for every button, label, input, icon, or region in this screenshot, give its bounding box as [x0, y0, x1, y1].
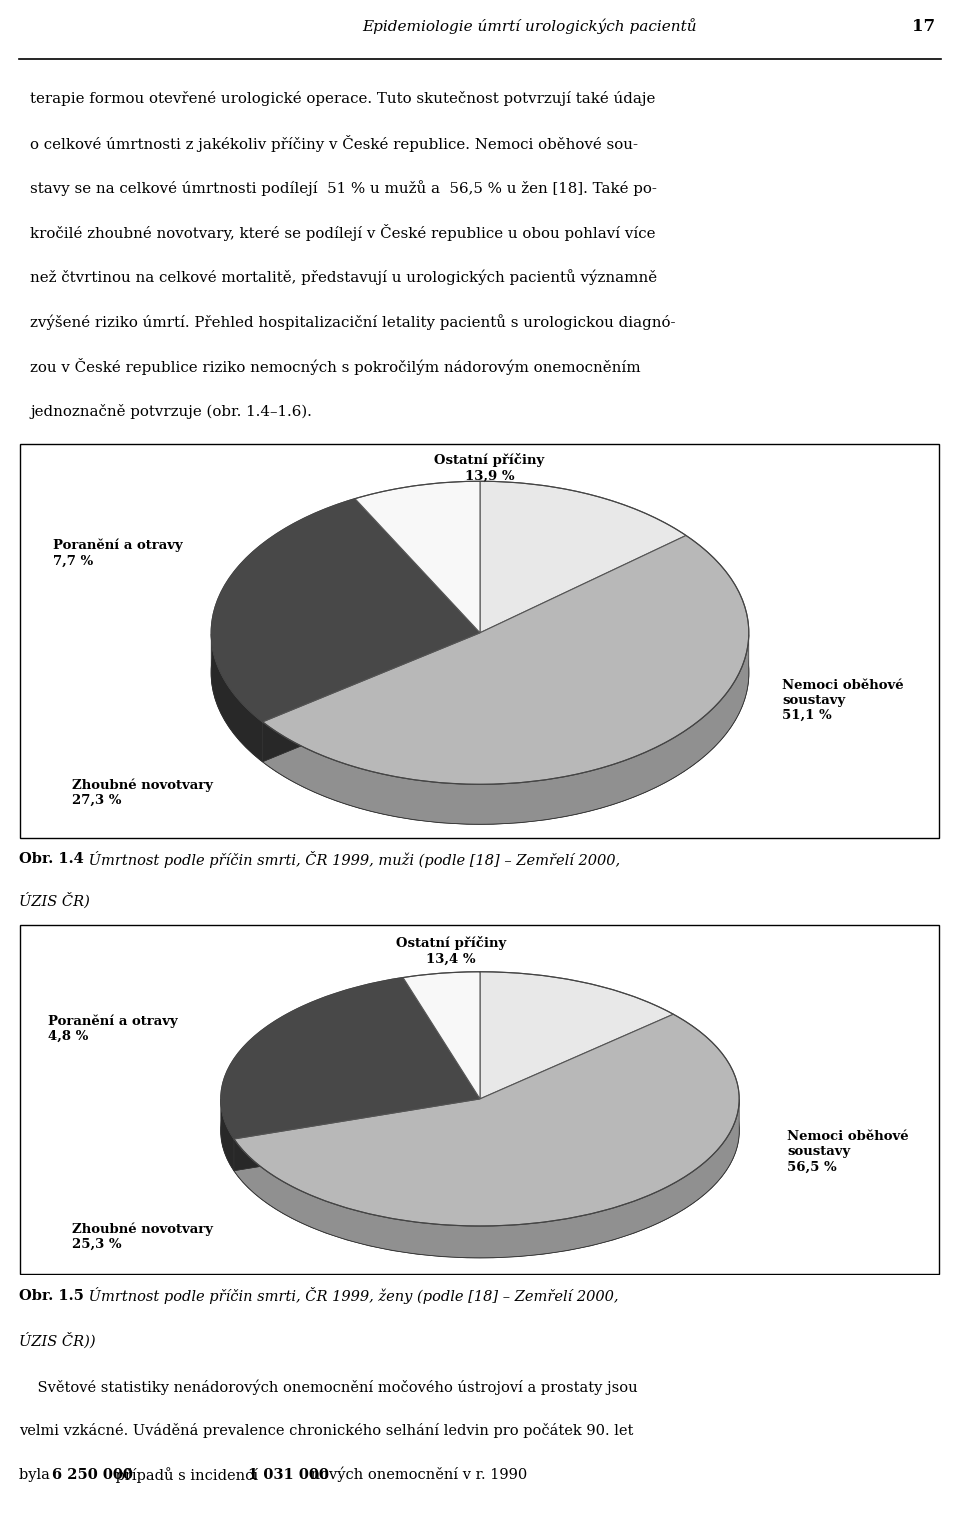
- Polygon shape: [262, 635, 749, 825]
- Polygon shape: [480, 971, 673, 1099]
- Text: Ostatní příčiny
13,9 %: Ostatní příčiny 13,9 %: [435, 454, 544, 482]
- Text: Úmrtnost podle příčin smrti, ČR 1999, ženy (podle [18] – Zemřelí 2000,: Úmrtnost podle příčin smrti, ČR 1999, že…: [84, 1288, 619, 1304]
- Text: velmi vzkácné. Uváděná prevalence chronického selhání ledvin pro počátek 90. let: velmi vzkácné. Uváděná prevalence chroni…: [19, 1423, 634, 1438]
- Text: o celkové úmrtnosti z jakékoliv příčiny v České republice. Nemoci oběhové sou-: o celkové úmrtnosti z jakékoliv příčiny …: [30, 134, 638, 152]
- Text: Poranění a otravy
4,8 %: Poranění a otravy 4,8 %: [48, 1014, 178, 1043]
- Polygon shape: [221, 977, 480, 1138]
- Text: než čtvrtinou na celkové mortalitě, představují u urologických pacientů významně: než čtvrtinou na celkové mortalitě, před…: [30, 269, 658, 285]
- Text: Poranění a otravy
7,7 %: Poranění a otravy 7,7 %: [53, 539, 182, 568]
- Text: Úmrtnost podle příčin smrti, ČR 1999, muži (podle [18] – Zemřelí 2000,: Úmrtnost podle příčin smrti, ČR 1999, mu…: [84, 851, 620, 868]
- Text: Zhoubné novotvary
25,3 %: Zhoubné novotvary 25,3 %: [72, 1222, 213, 1251]
- Text: nových onemocnění v r. 1990: nových onemocnění v r. 1990: [306, 1467, 528, 1482]
- Polygon shape: [262, 536, 749, 784]
- Ellipse shape: [211, 521, 749, 825]
- Text: Nemoci oběhové
soustavy
56,5 %: Nemoci oběhové soustavy 56,5 %: [787, 1131, 909, 1173]
- Polygon shape: [355, 481, 480, 633]
- Polygon shape: [234, 1099, 480, 1170]
- Text: Nemoci oběhové
soustavy
51,1 %: Nemoci oběhové soustavy 51,1 %: [782, 679, 904, 721]
- Text: zou v České republice riziko nemocných s pokročilým nádorovým onemocněním: zou v České republice riziko nemocných s…: [30, 358, 640, 376]
- Text: Ostatní příčiny
13,4 %: Ostatní příčiny 13,4 %: [396, 936, 506, 965]
- Text: Světové statistiky nenádorových onemocnění močového ústrojoví a prostaty jsou: Světové statistiky nenádorových onemocně…: [19, 1379, 637, 1394]
- Text: ÚZIS ČR): ÚZIS ČR): [19, 892, 90, 909]
- Text: Obr. 1.4: Obr. 1.4: [19, 852, 84, 866]
- Ellipse shape: [221, 1003, 739, 1257]
- Polygon shape: [480, 481, 686, 633]
- Text: 17: 17: [912, 18, 935, 35]
- Text: zvýšené riziko úmrtí. Přehled hospitalizaciční letality pacientů s urologickou d: zvýšené riziko úmrtí. Přehled hospitaliz…: [30, 314, 676, 330]
- Text: terapie formou otevřené urologické operace. Tuto skutečnost potvrzují také údaje: terapie formou otevřené urologické opera…: [30, 91, 656, 107]
- Polygon shape: [221, 1099, 234, 1170]
- FancyBboxPatch shape: [20, 925, 939, 1274]
- Text: jednoznačně potvrzuje (obr. 1.4–1.6).: jednoznačně potvrzuje (obr. 1.4–1.6).: [30, 403, 312, 419]
- Polygon shape: [262, 633, 480, 761]
- Text: stavy se na celkové úmrtnosti podílejí  51 % u mužů a  56,5 % u žen [18]. Také p: stavy se na celkové úmrtnosti podílejí 5…: [30, 180, 657, 196]
- Text: kročilé zhoubné novotvary, které se podílejí v České republice u obou pohlaví ví: kročilé zhoubné novotvary, které se podí…: [30, 224, 656, 240]
- Polygon shape: [403, 971, 480, 1099]
- Text: Obr. 1.5: Obr. 1.5: [19, 1289, 84, 1303]
- Polygon shape: [211, 635, 262, 761]
- Text: byla: byla: [19, 1467, 55, 1481]
- Text: 1 031 000: 1 031 000: [248, 1467, 328, 1481]
- Polygon shape: [234, 1099, 739, 1257]
- Text: případů s incidencí: případů s incidencí: [110, 1467, 262, 1482]
- Polygon shape: [234, 1099, 480, 1170]
- Polygon shape: [234, 1014, 739, 1227]
- Text: 6 250 000: 6 250 000: [52, 1467, 132, 1481]
- Text: Epidemiologie úmrtí urologických pacientů: Epidemiologie úmrtí urologických pacient…: [363, 18, 697, 35]
- Polygon shape: [211, 499, 480, 721]
- Text: Zhoubné novotvary
27,3 %: Zhoubné novotvary 27,3 %: [72, 778, 213, 807]
- Polygon shape: [262, 633, 480, 761]
- Text: ÚZIS ČR)): ÚZIS ČR)): [19, 1332, 96, 1348]
- FancyBboxPatch shape: [20, 444, 939, 839]
